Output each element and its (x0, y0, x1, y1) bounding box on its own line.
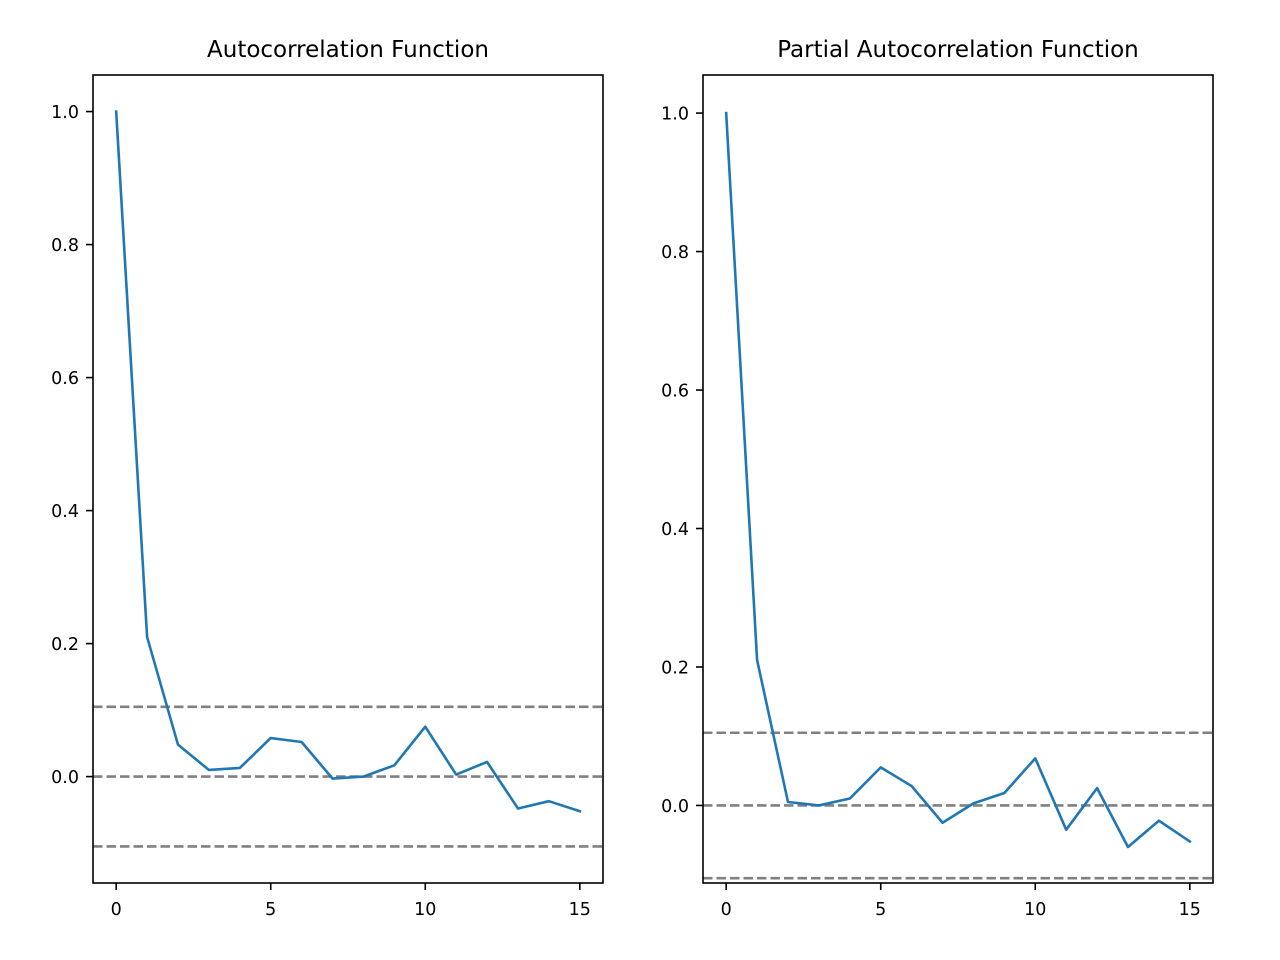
pacf-data-point-14 (1158, 819, 1160, 821)
pacf-data-point-13 (1127, 846, 1129, 848)
pacf-y-tick-label-1: 0.2 (661, 658, 689, 678)
pacf-axes-frame (702, 74, 1214, 884)
pacf-data-point-5 (880, 766, 882, 768)
acf-y-tick-label-4: 0.8 (51, 236, 79, 256)
pacf-series-line-0 (724, 111, 1192, 849)
pacf-data-point-15 (1189, 840, 1191, 842)
pacf-panel: Partial Autocorrelation Function 0 5 10 15 0… (661, 37, 1214, 920)
pacf-data-point-7 (941, 822, 943, 824)
acf-data-point-6 (300, 741, 302, 743)
pacf-data-point-2 (787, 801, 789, 803)
pacf-data-point-11 (1065, 828, 1067, 830)
acf-x-tick-label-15: 15 (569, 900, 591, 920)
pacf-data-point-4 (849, 797, 851, 799)
pacf-data-point-6 (910, 785, 912, 787)
acf-data-point-0 (115, 110, 117, 112)
pacf-data-point-3 (818, 804, 820, 806)
acf-data-point-1 (146, 636, 148, 638)
acf-y-tick-label-1: 0.2 (51, 635, 79, 655)
acf-data-point-3 (208, 769, 210, 771)
pacf-y-tick-label-3: 0.6 (661, 382, 689, 402)
acf-data-point-2 (177, 743, 179, 745)
pacf-y-tick-label-5: 1.0 (661, 105, 689, 125)
acf-data-point-14 (548, 800, 550, 802)
pacf-x-tick-label-5: 5 (875, 900, 886, 920)
acf-data-point-8 (362, 775, 364, 777)
acf-chart-title: Autocorrelation Function (207, 37, 489, 63)
acf-y-tick-label-0: 0.0 (51, 768, 79, 788)
pacf-x-tick-label-15: 15 (1179, 900, 1201, 920)
pacf-x-tick-label-10: 10 (1024, 900, 1046, 920)
pacf-data-point-0 (725, 112, 727, 114)
acf-panel: Autocorrelation Function 0 5 10 15 0.0 0.2 0.4… (51, 37, 604, 920)
acf-data-point-5 (270, 737, 272, 739)
acf-y-tick-label-5: 1.0 (51, 103, 79, 123)
pacf-chart-title: Partial Autocorrelation Function (777, 37, 1139, 63)
pacf-y-tick-label-0: 0.0 (661, 797, 689, 817)
pacf-y-tick-label-2: 0.4 (661, 520, 689, 540)
pacf-data-point-12 (1096, 787, 1098, 789)
pacf-data-point-1 (756, 659, 758, 661)
acf-x-tick-label-5: 5 (265, 900, 276, 920)
acf-data-point-13 (517, 807, 519, 809)
pacf-data-point-9 (1003, 792, 1005, 794)
pacf-x-tick-label-0: 0 (721, 900, 732, 920)
acf-data-point-10 (424, 726, 426, 728)
acf-data-point-12 (486, 761, 488, 763)
acf-y-tick-label-2: 0.4 (51, 502, 79, 522)
pacf-y-tick-label-4: 0.8 (661, 243, 689, 263)
acf-data-point-7 (331, 777, 333, 779)
acf-data-point-4 (239, 767, 241, 769)
acf-data-point-15 (579, 810, 581, 812)
acf-axes-frame (92, 74, 604, 884)
acf-y-tick-label-3: 0.6 (51, 369, 79, 389)
acf-x-tick-label-0: 0 (111, 900, 122, 920)
pacf-data-point-10 (1034, 757, 1036, 759)
acf-x-tick-label-10: 10 (414, 900, 436, 920)
pacf-data-point-8 (972, 802, 974, 804)
acf-data-point-11 (455, 773, 457, 775)
acf-data-point-9 (393, 764, 395, 766)
acf-series-line-0 (114, 110, 582, 813)
